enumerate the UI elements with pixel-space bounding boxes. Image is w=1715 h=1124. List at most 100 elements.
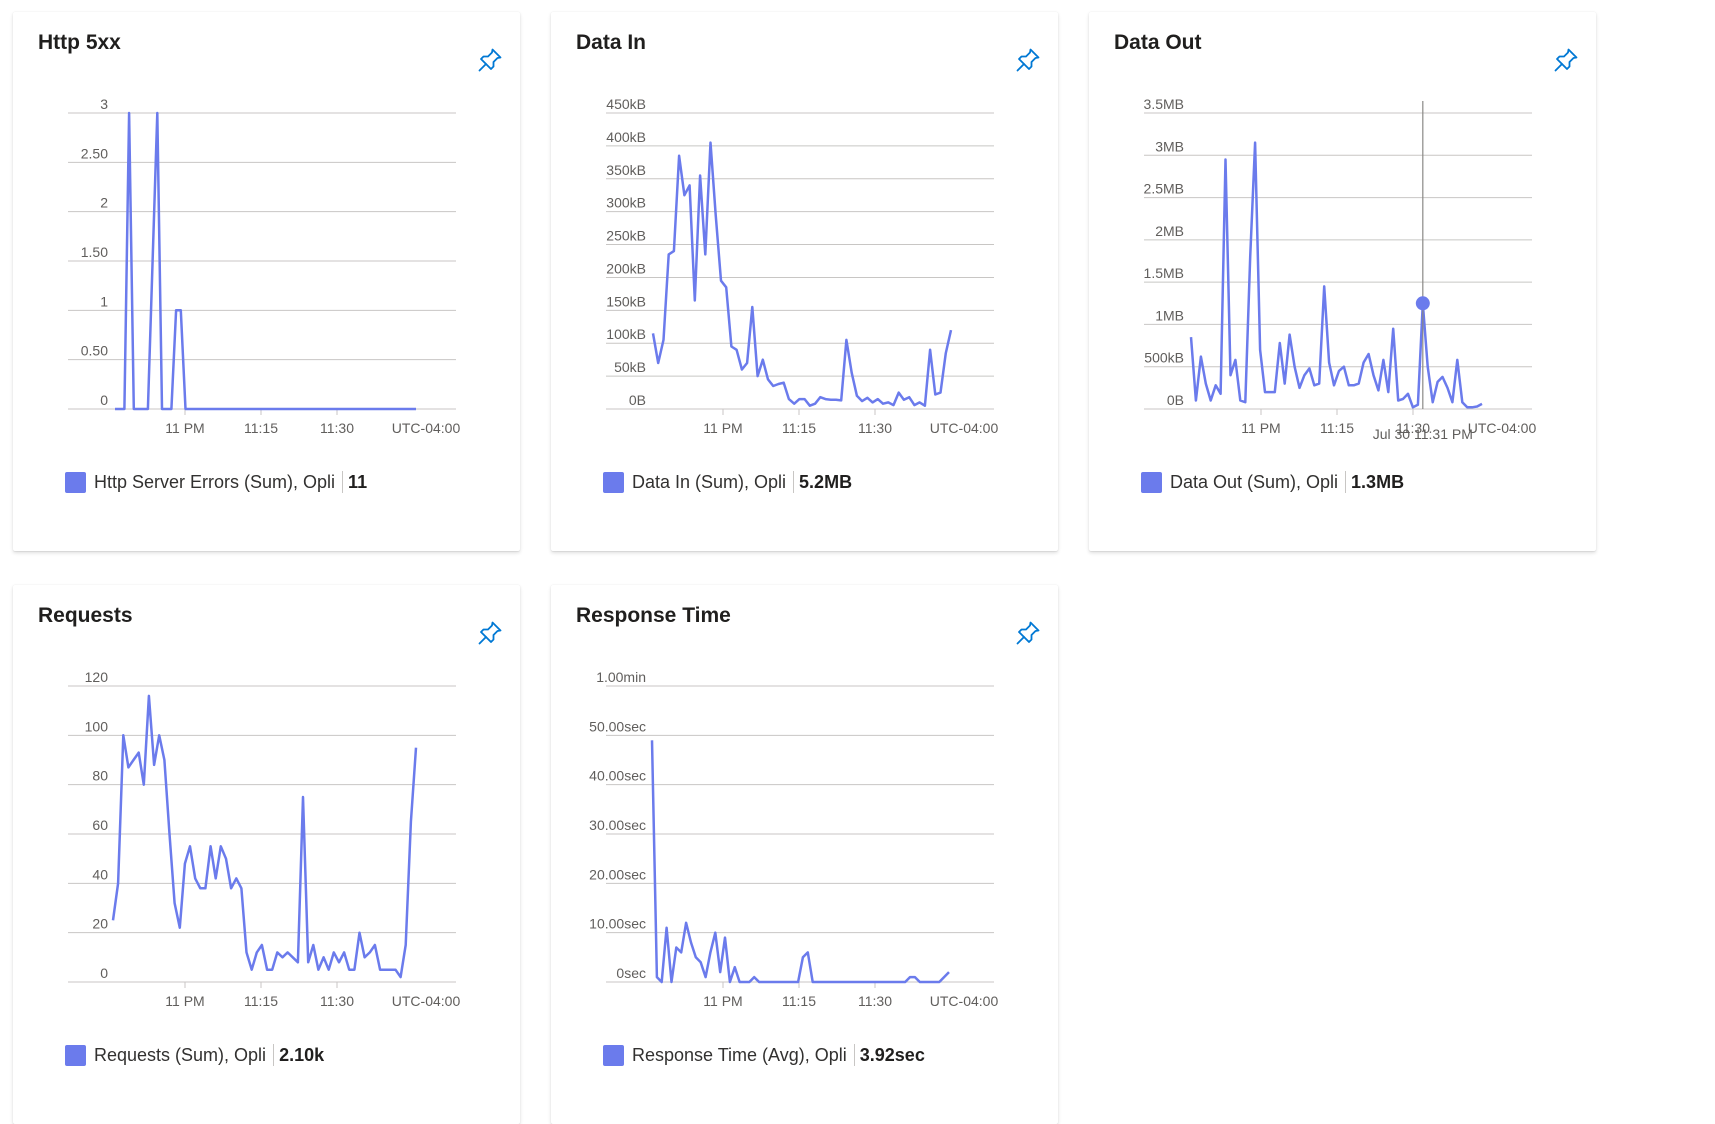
x-tick-label: 11:30 <box>320 993 354 1009</box>
x-tick-label: UTC-04:00 <box>392 993 461 1009</box>
chart[interactable]: 120 100 80 60 40 20 0 11 PM 11:15 11:30 UTC-04:00 <box>13 655 520 1015</box>
crosshair-point <box>1415 296 1430 311</box>
crosshair-label: Jul 30 11:31 PM <box>1373 426 1473 442</box>
x-tick-label: 11:15 <box>782 420 816 436</box>
legend[interactable]: Response Time (Avg), Opli 3.92sec <box>603 1044 925 1066</box>
chart[interactable]: 1.00min 50.00sec 40.00sec 30.00sec 20.00sec 1… <box>551 655 1058 1015</box>
y-tick-label: 3.5MB <box>1144 96 1184 112</box>
x-tick-label: 11 PM <box>703 993 742 1009</box>
x-tick-label: 11:30 <box>858 993 892 1009</box>
legend-swatch <box>603 1044 624 1066</box>
legend-swatch <box>65 471 86 493</box>
pin-glyph <box>1016 621 1040 645</box>
legend-label: Data In (Sum), Opli <box>632 471 787 492</box>
legend-label: Requests (Sum), Opli <box>94 1044 267 1065</box>
legend-divider <box>793 471 795 493</box>
x-tick-label: 11 PM <box>165 993 204 1009</box>
series-line <box>651 141 953 407</box>
y-tick-label: 450kB <box>606 96 646 112</box>
y-tick-label: 40 <box>92 866 108 882</box>
y-tick-label: 80 <box>92 768 108 784</box>
x-tick-label: 11 PM <box>1241 420 1280 436</box>
legend-divider <box>853 1044 855 1066</box>
y-tick-label: 1.50 <box>81 244 108 260</box>
chart[interactable]: 450kB 400kB 350kB 300kB 250kB 200kB 150kB 100kB… <box>551 82 1058 442</box>
y-tick-label: 100kB <box>606 326 646 342</box>
x-tick-label: UTC-04:00 <box>392 420 461 436</box>
y-tick-label: 40.00sec <box>589 768 646 784</box>
legend-value: 2.10k <box>279 1044 325 1065</box>
y-tick-label: 400kB <box>606 129 646 145</box>
y-tick-label: 50.00sec <box>589 718 646 734</box>
x-tick-label: 11:15 <box>1320 420 1354 436</box>
y-tick-label: 100 <box>85 718 109 734</box>
y-tick-label: 500kB <box>1144 350 1184 366</box>
metric-card-0[interactable]: Http 5xx 3 2.50 2 1.50 1 0.50 0 11 PM 11:15 11:30… <box>13 12 520 551</box>
metric-card-3[interactable]: Requests 120 100 80 60 40 20 0 11 PM 11:15 11:30 U… <box>13 585 520 1124</box>
card-title: Http 5xx <box>38 31 121 54</box>
y-tick-label: 0.50 <box>81 343 108 359</box>
legend-label: Http Server Errors (Sum), Opli <box>94 471 336 492</box>
x-tick-label: 11 PM <box>165 420 204 436</box>
legend-value: 11 <box>348 471 368 492</box>
pin-glyph <box>1554 48 1578 72</box>
x-tick-label: 11:30 <box>858 420 892 436</box>
metric-card-2[interactable]: Data Out 3.5MB 3MB 2.5MB 2MB 1.5MB 1MB 500kB 0B… <box>1089 12 1596 551</box>
y-tick-label: 2MB <box>1155 223 1184 239</box>
x-tick-label: 11 PM <box>703 420 742 436</box>
chart[interactable]: 3 2.50 2 1.50 1 0.50 0 11 PM 11:15 11:30 UTC-04:00 <box>13 82 520 442</box>
pin-glyph <box>1016 48 1040 72</box>
y-tick-label: 2.50 <box>81 145 108 161</box>
y-tick-label: 1.00min <box>596 669 646 685</box>
legend-label: Response Time (Avg), Opli <box>632 1044 847 1065</box>
pin-icon[interactable] <box>476 46 504 74</box>
x-tick-label: 11:15 <box>244 993 278 1009</box>
x-tick-label: UTC-04:00 <box>1468 420 1537 436</box>
metric-card-4[interactable]: Response Time 1.00min 50.00sec 40.00sec 30.… <box>551 585 1058 1124</box>
metric-card-1[interactable]: Data In 450kB 400kB 350kB 300kB 250kB 200kB 15… <box>551 12 1058 551</box>
y-tick-label: 0B <box>1167 392 1184 408</box>
pin-icon[interactable] <box>1014 619 1042 647</box>
pin-icon[interactable] <box>1014 46 1042 74</box>
y-tick-label: 300kB <box>606 195 646 211</box>
series-line <box>111 694 418 979</box>
legend-swatch <box>1141 471 1162 493</box>
x-tick-label: UTC-04:00 <box>930 993 999 1009</box>
y-tick-label: 3 <box>100 96 108 112</box>
y-tick-label: 1MB <box>1155 307 1184 323</box>
y-tick-label: 2.5MB <box>1144 181 1184 197</box>
legend-swatch <box>603 471 624 493</box>
y-tick-label: 0B <box>629 392 646 408</box>
y-tick-label: 0 <box>100 392 108 408</box>
y-tick-label: 20 <box>92 916 108 932</box>
y-tick-label: 60 <box>92 817 108 833</box>
y-tick-label: 200kB <box>606 260 646 276</box>
pin-icon[interactable] <box>1552 46 1580 74</box>
legend[interactable]: Requests (Sum), Opli 2.10k <box>65 1044 324 1066</box>
pin-icon[interactable] <box>476 619 504 647</box>
legend-divider <box>1345 471 1347 493</box>
y-tick-label: 30.00sec <box>589 817 646 833</box>
y-tick-label: 1.5MB <box>1144 265 1184 281</box>
y-tick-label: 350kB <box>606 162 646 178</box>
y-tick-label: 0 <box>100 965 108 981</box>
card-title: Data In <box>576 31 647 54</box>
series-line <box>1189 141 1483 409</box>
pin-glyph <box>478 621 502 645</box>
y-tick-label: 20.00sec <box>589 866 646 882</box>
legend[interactable]: Data In (Sum), Opli 5.2MB <box>603 471 852 493</box>
chart[interactable]: 3.5MB 3MB 2.5MB 2MB 1.5MB 1MB 500kB 0B 11 PM 11:1… <box>1089 82 1596 442</box>
x-tick-label: 11:30 <box>1396 420 1430 436</box>
x-tick-label: UTC-04:00 <box>930 420 999 436</box>
y-tick-label: 250kB <box>606 228 646 244</box>
x-tick-label: 11:15 <box>244 420 278 436</box>
card-title: Data Out <box>1114 31 1202 54</box>
legend[interactable]: Data Out (Sum), Opli 1.3MB <box>1141 471 1404 493</box>
x-tick-label: 11:30 <box>320 420 354 436</box>
y-tick-label: 0sec <box>616 965 646 981</box>
series-line <box>650 740 950 984</box>
legend[interactable]: Http Server Errors (Sum), Opli 11 <box>65 471 367 493</box>
y-tick-label: 10.00sec <box>589 916 646 932</box>
card-title: Requests <box>38 604 133 627</box>
y-tick-label: 120 <box>85 669 109 685</box>
